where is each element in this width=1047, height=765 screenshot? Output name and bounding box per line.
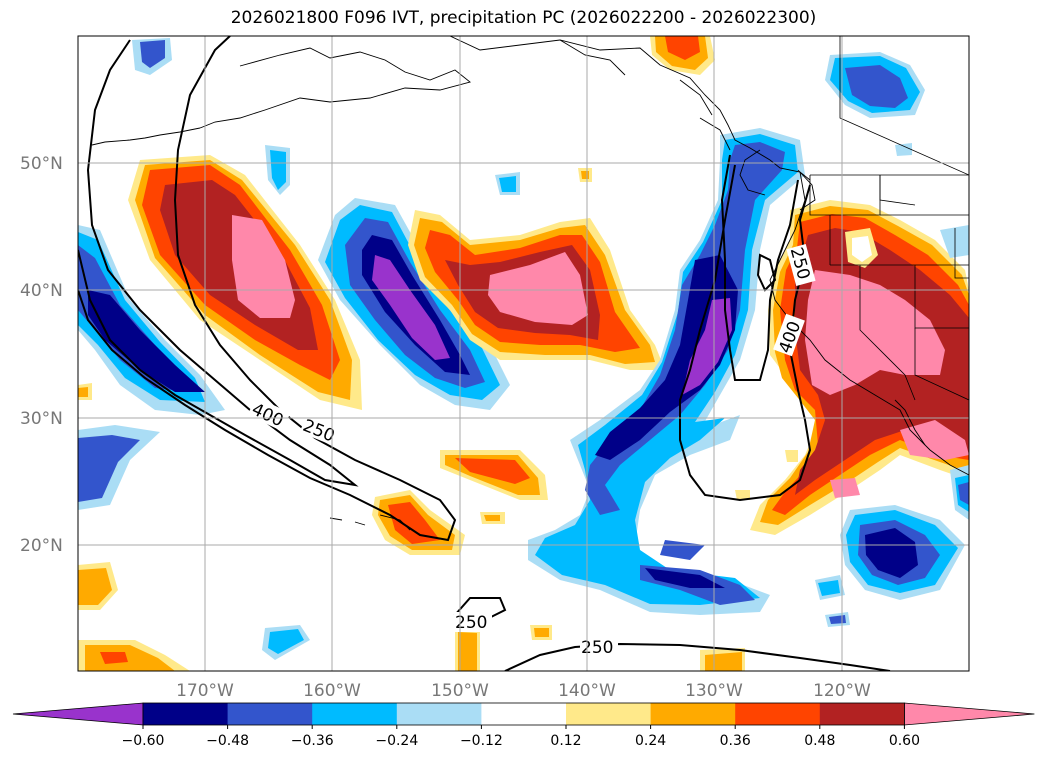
colorbar-tick-label: 0.48 (804, 733, 835, 749)
colorbar-tick-label: 0.24 (635, 733, 666, 749)
negative-anomaly-northeast (495, 52, 969, 627)
colorbar-segment (396, 703, 482, 725)
lon-label-150w: 150°W (431, 681, 489, 701)
lon-label-140w: 140°W (558, 681, 616, 701)
negative-anomaly-east (528, 128, 805, 615)
colorbar-tick-label: −0.60 (122, 733, 165, 749)
colorbar-segment (735, 703, 821, 725)
negative-anomaly-west (78, 38, 225, 510)
positive-anomaly-center (372, 210, 665, 555)
gridlines (78, 36, 969, 671)
lon-label-120w: 120°W (813, 681, 871, 701)
lat-label-50n: 50°N (20, 154, 63, 174)
map-title: 2026021800 F096 IVT, precipitation PC (2… (230, 8, 817, 28)
colorbar-tick-label: 0.36 (720, 733, 751, 749)
colorbar-tick-label: −0.24 (375, 733, 418, 749)
lon-label-170w: 170°W (176, 681, 234, 701)
lat-label-40n: 40°N (20, 281, 63, 301)
colorbar-segment (566, 703, 652, 725)
positive-anomaly-west (128, 155, 362, 410)
colorbar-tick-label: −0.36 (291, 733, 334, 749)
colorbar-segment (143, 703, 229, 725)
colorbar-segment (227, 703, 313, 725)
map-frame (77, 35, 970, 672)
colorbar-segment (481, 703, 567, 725)
colorbar-tick-label: 0.60 (889, 733, 920, 749)
lon-label-130w: 130°W (685, 681, 743, 701)
lat-label-20n: 20°N (20, 536, 63, 556)
lat-label-30n: 30°N (20, 409, 63, 429)
contour-label-250-southeast: 250 (581, 638, 613, 658)
positive-anomaly-scattered (78, 36, 798, 671)
ivt-contours (78, 36, 891, 671)
lon-label-160w: 160°W (303, 681, 361, 701)
colorbar-segment (312, 703, 398, 725)
contour-label-250-south: 250 (455, 613, 487, 633)
contour-labels: 400 250 250 250 400 250 (247, 244, 816, 658)
colorbar-tick-label: −0.12 (460, 733, 503, 749)
negative-anomaly-center (265, 145, 510, 410)
colorbar-segment (650, 703, 736, 725)
colorbar-tick-label: −0.48 (206, 733, 249, 749)
colorbar-segment (819, 703, 905, 725)
colorbar: −0.60 −0.48 −0.36 −0.24 −0.12 0.12 0.24 0.36 0.4… (12, 702, 1035, 749)
colorbar-tick-label: 0.12 (550, 733, 581, 749)
colorbar-outline (142, 702, 905, 726)
colorbar-extend-high (904, 702, 1035, 726)
colorbar-extend-low (12, 702, 144, 726)
state-borders (809, 36, 969, 401)
map-fields (78, 36, 969, 671)
